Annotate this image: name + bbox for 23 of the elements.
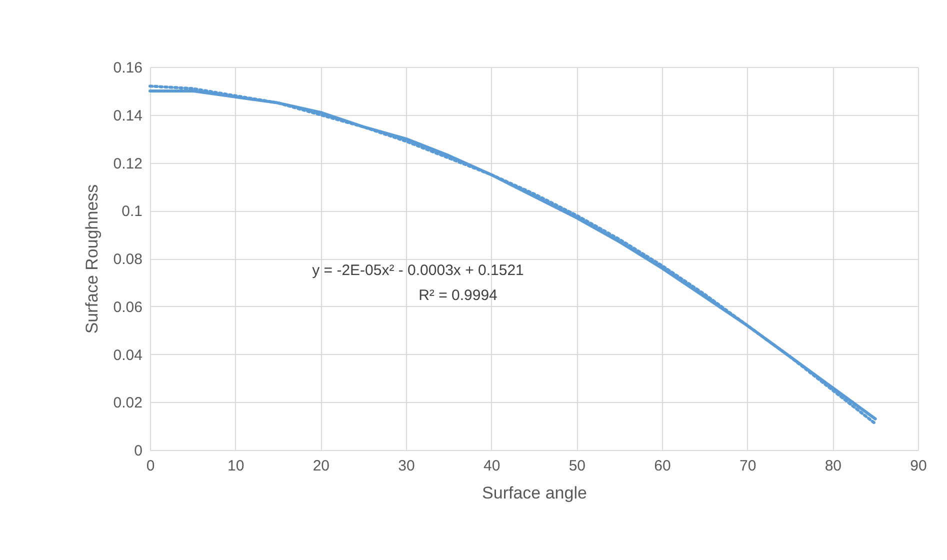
y-axis-title: Surface Roughness — [82, 184, 102, 334]
y-tick-label: 0 — [134, 442, 142, 460]
x-tick-label: 10 — [227, 458, 244, 474]
y-tick-label: 0.16 — [113, 60, 142, 76]
y-tick-label: 0.04 — [113, 346, 142, 364]
x-tick-label: 30 — [398, 458, 415, 474]
x-tick-label: 70 — [739, 458, 756, 474]
x-tick-label: 60 — [654, 458, 671, 474]
annotation: R² = 0.9994 — [418, 287, 498, 304]
x-tick-label: 20 — [312, 458, 330, 474]
x-tick-label: 0 — [146, 458, 155, 474]
y-tick-label: 0.1 — [122, 203, 142, 220]
y-tick-label: 0.02 — [113, 394, 142, 412]
y-tick-label: 0.12 — [113, 155, 142, 172]
y-tick-label: 0.14 — [113, 107, 142, 124]
y-tick-label: 0.06 — [113, 298, 142, 316]
x-tick-label: 40 — [483, 458, 500, 474]
y-tick-label: 0.08 — [113, 251, 142, 268]
x-tick-label: 90 — [910, 458, 927, 474]
annotation: y = -2E-05x² - 0.0003x + 0.1521 — [312, 262, 524, 279]
x-tick-label: 80 — [824, 458, 842, 474]
x-tick-label: 50 — [568, 458, 586, 474]
x-axis-title: Surface angle — [482, 484, 587, 502]
